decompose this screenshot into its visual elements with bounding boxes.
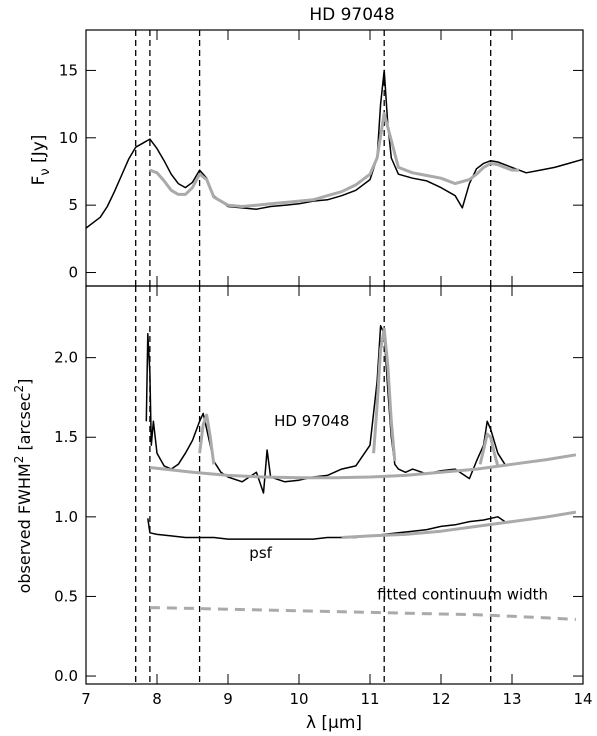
flux-reference-lines [135,30,492,286]
flux-y-tick-label: 5 [68,196,78,214]
fwhm-series-line-6 [341,510,577,539]
annotation-1: psf [249,544,272,562]
fwhm-series [145,325,577,621]
x-tick-label: 7 [81,690,91,708]
fwhm-y-tick-label: 1.0 [54,508,78,526]
fwhm-series-line-2 [198,413,216,465]
fwhm-y-label-unit: [arcsec [15,392,34,455]
x-tick-label: 10 [289,690,308,708]
fwhm-annotations: HD 97048 psf fitted continuum width [249,412,548,604]
fwhm-axis-ticks: 0.0 0.5 1.0 1.5 2.0 7 8 9 10 11 12 13 14 [54,286,593,708]
flux-y-label-subscript: ν [38,168,53,175]
annotation-0: HD 97048 [274,412,349,430]
fwhm-y-axis-label: observed FWHM2 [arcsec2] [12,379,34,594]
fwhm-series-line-1 [147,516,506,540]
flux-series-line-0 [85,69,584,229]
flux-y-axis-label: Fν [Jy] [29,135,53,186]
fwhm-panel: 0.0 0.5 1.0 1.5 2.0 7 8 9 10 11 12 13 14 HD 97048 psf… [12,285,593,733]
fwhm-series-line-5 [149,453,577,480]
x-tick-label: 8 [152,690,162,708]
fwhm-series-line-4 [478,432,500,467]
x-tick-label: 12 [431,690,450,708]
fwhm-y-tick-label: 0.5 [54,587,78,605]
fwhm-y-label-close: ] [15,379,34,385]
flux-series-line-1 [149,112,520,208]
fwhm-reference-lines [135,286,492,684]
flux-y-label-main: F [29,176,49,186]
flux-y-tick-label: 10 [59,129,78,147]
fwhm-y-label-main: observed FWHM [15,463,34,593]
flux-y-label-unit: [Jy] [29,135,49,169]
x-tick-label: 14 [573,690,592,708]
chart-title: HD 97048 [309,5,394,25]
flux-y-tick-label: 0 [68,264,78,282]
x-axis-label: λ [μm] [306,713,362,733]
fwhm-y-tick-label: 2.0 [54,349,78,367]
flux-y-ticks: 0 5 10 15 [59,30,584,286]
fwhm-y-label-superscript: 2 [12,456,26,464]
flux-series [85,69,584,229]
fwhm-y-tick-label: 1.5 [54,428,78,446]
fwhm-y-tick-label: 0.0 [54,667,78,685]
x-tick-label: 13 [502,690,521,708]
x-tick-label: 9 [223,690,233,708]
fwhm-series-line-7 [149,606,576,621]
fwhm-y-label-unit-superscript: 2 [12,385,26,393]
flux-panel: 0 5 10 15 Fν [Jy] [29,29,584,287]
fwhm-series-line-3 [372,327,397,462]
annotation-2: fitted continuum width [377,586,548,604]
flux-y-tick-label: 15 [59,61,78,79]
flux-panel-frame [85,29,584,287]
fwhm-panel-frame [85,285,584,685]
x-tick-label: 11 [360,690,379,708]
